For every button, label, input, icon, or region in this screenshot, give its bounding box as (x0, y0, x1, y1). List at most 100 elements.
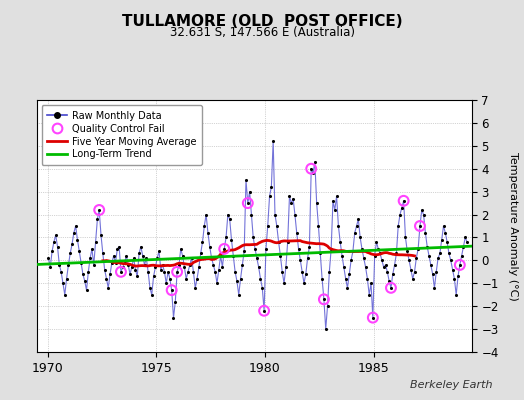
Point (144, 269, 152, 275)
Point (405, 257, 413, 264)
Point (122, 252, 130, 259)
Point (443, 239, 451, 245)
Point (387, 285, 395, 291)
Point (247, 211, 256, 218)
Point (372, 239, 380, 245)
Point (220, 246, 228, 252)
Point (307, 166, 315, 172)
Point (383, 269, 391, 275)
Point (177, 246, 185, 252)
Point (342, 276, 350, 282)
Point (416, 223, 424, 229)
Point (430, 285, 439, 291)
Point (340, 264, 348, 270)
Point (126, 271, 134, 277)
Point (401, 234, 410, 241)
Point (312, 200, 321, 206)
Point (320, 296, 328, 302)
Point (95, 207, 103, 213)
Point (412, 255, 421, 261)
Point (215, 266, 223, 273)
Point (133, 273, 141, 280)
Point (220, 246, 228, 252)
Point (77, 260, 85, 266)
Point (441, 230, 450, 236)
Point (178, 252, 187, 259)
Point (305, 244, 313, 250)
Point (463, 239, 471, 245)
Point (359, 255, 368, 261)
Point (385, 278, 394, 284)
Point (174, 262, 183, 268)
Point (362, 264, 370, 270)
Point (135, 250, 143, 257)
Point (456, 262, 464, 268)
Point (398, 204, 406, 211)
Point (387, 285, 395, 291)
Point (173, 269, 181, 275)
Point (128, 264, 136, 270)
Point (423, 244, 431, 250)
Point (438, 236, 446, 243)
Point (53, 244, 62, 250)
Point (90, 262, 98, 268)
Point (352, 223, 361, 229)
Point (251, 246, 259, 252)
Point (285, 193, 293, 200)
Point (148, 292, 156, 298)
Point (272, 223, 281, 229)
Point (93, 216, 102, 222)
Point (278, 269, 287, 275)
Point (184, 269, 192, 275)
Point (343, 285, 352, 291)
Point (51, 232, 60, 238)
Point (253, 255, 261, 261)
Point (347, 257, 355, 264)
Point (264, 223, 272, 229)
Point (225, 216, 234, 222)
Point (61, 292, 69, 298)
Point (331, 207, 339, 213)
Point (229, 252, 237, 259)
Point (452, 292, 461, 298)
Point (195, 264, 203, 270)
Point (138, 252, 147, 259)
Point (267, 184, 276, 190)
Point (75, 248, 83, 254)
Point (459, 244, 467, 250)
Point (292, 230, 301, 236)
Point (320, 296, 328, 302)
Point (115, 244, 123, 250)
Point (131, 266, 139, 273)
Point (338, 252, 346, 259)
Point (79, 271, 87, 277)
Point (454, 273, 462, 280)
Point (432, 269, 441, 275)
Point (73, 236, 82, 243)
Point (291, 211, 299, 218)
Point (399, 198, 408, 204)
Point (117, 269, 125, 275)
Text: 32.631 S, 147.566 E (Australia): 32.631 S, 147.566 E (Australia) (169, 26, 355, 39)
Point (334, 223, 343, 229)
Point (322, 326, 330, 332)
Point (213, 280, 221, 286)
Point (316, 250, 324, 257)
Point (427, 262, 435, 268)
Point (435, 250, 444, 257)
Point (84, 269, 93, 275)
Point (153, 255, 161, 261)
Point (208, 255, 216, 261)
Point (168, 287, 176, 293)
Point (111, 260, 119, 266)
Point (287, 200, 296, 206)
Point (102, 276, 111, 282)
Point (396, 211, 404, 218)
Point (329, 198, 337, 204)
Point (294, 246, 303, 252)
Point (113, 246, 122, 252)
Point (421, 230, 430, 236)
Point (86, 255, 94, 261)
Point (369, 314, 377, 321)
Point (193, 276, 201, 282)
